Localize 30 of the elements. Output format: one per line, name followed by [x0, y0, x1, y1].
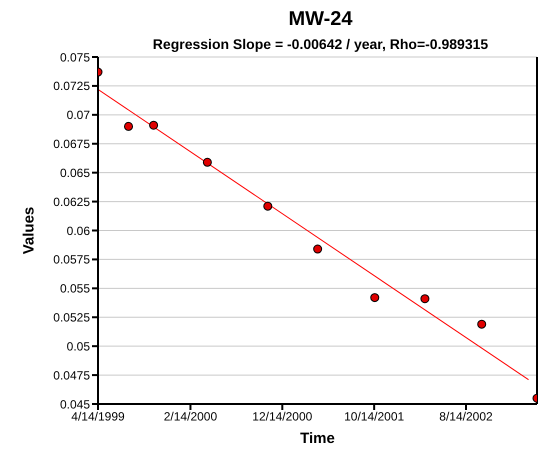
y-tick-label: 0.065 — [60, 166, 90, 180]
point — [370, 293, 380, 302]
y-tick-label: 0.0525 — [53, 310, 90, 325]
y-tick-label: 0.075 — [60, 50, 90, 64]
y-tick-label: 0.055 — [60, 282, 90, 296]
x-tick-label: 2/14/2000 — [164, 410, 218, 424]
x-tick-label: 8/14/2002 — [439, 410, 494, 424]
y-tick-label: 0.05 — [66, 339, 90, 354]
point — [149, 120, 158, 130]
point — [420, 294, 430, 304]
y-tick-label: 0.0725 — [53, 79, 90, 94]
chart-title: MW-24 — [287, 8, 354, 31]
point — [313, 244, 322, 254]
x-tick-label: 10/14/2001 — [344, 410, 405, 424]
y-axis-title: Values — [20, 206, 38, 254]
chart-subtitle: Regression Slope = -0.00642 / year, Rho=-0.989315 — [152, 36, 490, 52]
point — [202, 158, 212, 167]
y-tick-label: 0.045 — [60, 397, 90, 412]
y-tick-label: 0.0625 — [53, 194, 90, 209]
y-tick-label: 0.0475 — [53, 368, 90, 382]
point — [263, 202, 272, 211]
x-tick-label: 4/14/1999 — [71, 410, 126, 424]
y-tick-label: 0.0675 — [53, 137, 90, 152]
x-tick-label: 12/14/2000 — [252, 410, 313, 424]
point — [124, 122, 134, 131]
y-tick-label: 0.0575 — [53, 252, 90, 267]
y-tick-label: 0.06 — [66, 224, 90, 238]
x-axis-title: Time — [300, 430, 335, 447]
point — [477, 320, 486, 329]
y-tick-label: 0.07 — [66, 108, 90, 122]
